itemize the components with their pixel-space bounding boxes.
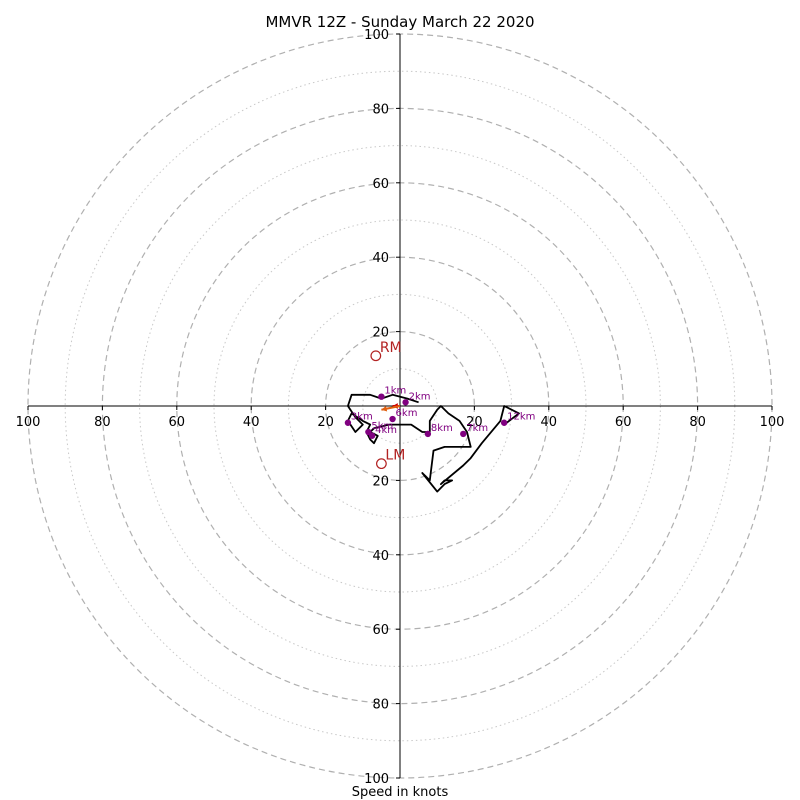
x-tick-label: 60 xyxy=(615,415,632,430)
height-point xyxy=(378,393,385,400)
chart-title: MMVR 12Z - Sunday March 22 2020 xyxy=(265,13,534,31)
y-tick-label: 40 xyxy=(372,251,389,266)
height-point xyxy=(365,428,372,436)
x-tick-label: 40 xyxy=(243,415,260,430)
height-point xyxy=(460,430,467,438)
height-label: 2km xyxy=(409,391,431,402)
y-tick-label: 20 xyxy=(372,474,389,489)
hodograph-line xyxy=(346,393,520,493)
x-tick-label: 60 xyxy=(169,415,186,430)
height-label: 4km xyxy=(375,425,397,436)
x-tick-label: 20 xyxy=(466,415,483,430)
height-point xyxy=(389,415,396,423)
x-tick-label: 80 xyxy=(94,415,111,430)
height-label: 1km xyxy=(384,386,406,397)
y-tick-label: 40 xyxy=(372,549,389,564)
mean-wind-arrowhead xyxy=(381,405,388,412)
y-tick-label: 80 xyxy=(372,102,389,117)
y-tick-label: 60 xyxy=(372,177,389,192)
storm-motion-marker xyxy=(370,350,382,362)
x-tick-label: 20 xyxy=(317,415,334,430)
storm-motion-label: LM xyxy=(385,448,405,464)
height-label: 8km xyxy=(431,423,453,434)
x-tick-label: 80 xyxy=(689,415,706,430)
height-point xyxy=(402,399,409,406)
y-tick-label: 80 xyxy=(372,698,389,713)
height-label: 7km xyxy=(466,423,488,434)
height-point xyxy=(500,419,508,426)
hodograph-series xyxy=(346,393,520,493)
height-label: 3km xyxy=(351,412,373,423)
y-tick-label: 60 xyxy=(372,623,389,638)
height-label: 12km xyxy=(507,412,535,423)
y-tick-label: 20 xyxy=(372,326,389,341)
height-point xyxy=(424,430,432,438)
x-axis-label: Speed in knots xyxy=(352,785,449,800)
height-label: 6km xyxy=(396,408,418,419)
height-label: 5km xyxy=(371,421,393,432)
x-tick-label: 100 xyxy=(760,415,785,430)
storm-motion-markers: RM LM xyxy=(370,340,405,470)
y-tick-label: 100 xyxy=(364,28,389,43)
x-tick-label: 100 xyxy=(16,415,41,430)
height-point xyxy=(344,419,352,426)
storm-motion-label: RM xyxy=(380,340,402,356)
tick-labels: 100 80 60 40 20 20 40 60 80 100 100 80 60 40 20 20 40 60 8… xyxy=(16,28,785,787)
x-tick-label: 40 xyxy=(541,415,558,430)
y-tick-label: 100 xyxy=(364,772,389,787)
storm-motion-marker xyxy=(376,458,387,470)
